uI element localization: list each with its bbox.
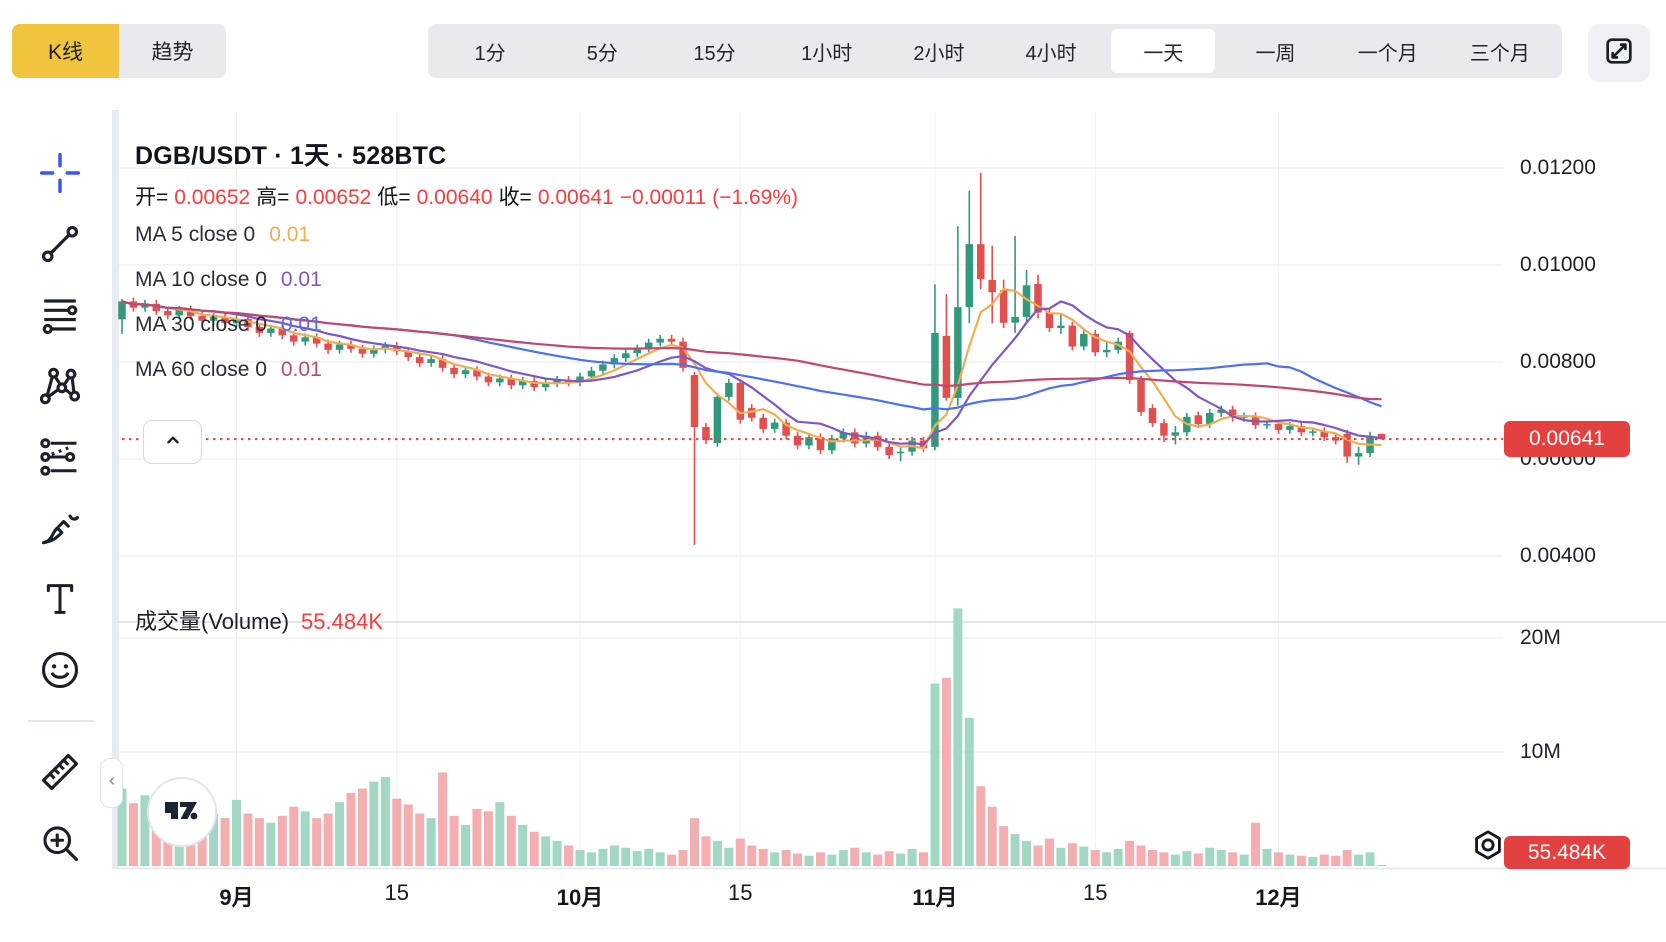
chart-type-switcher: K线 趋势 bbox=[12, 24, 226, 78]
ma-value: 0.01 bbox=[280, 268, 322, 291]
ohlc-label: 收= bbox=[498, 186, 532, 209]
volume-axis-tick: 20M bbox=[1520, 626, 1561, 649]
ma-legend-row-60: MA 60 close 0 0.01 bbox=[135, 358, 322, 382]
time-axis-tick: 12月 bbox=[1255, 885, 1302, 910]
time-axis-tick: 15 bbox=[728, 880, 753, 905]
symbol-title: DGB/USDT · 1天 · 528BTC bbox=[135, 142, 447, 170]
trend-line-tool-button[interactable] bbox=[28, 216, 92, 272]
drawing-toolbar bbox=[28, 145, 94, 886]
price-axis-tick: 0.01200 bbox=[1520, 156, 1596, 179]
ma-value: 0.01 bbox=[280, 313, 322, 336]
ma-label: MA 30 close 0 bbox=[135, 313, 267, 336]
ohlc-label: 低= bbox=[377, 186, 411, 209]
measure-tool-button[interactable] bbox=[28, 744, 92, 800]
tradingview-watermark[interactable] bbox=[147, 777, 217, 847]
ma-legend-row-30: MA 30 close 0 0.01 bbox=[135, 313, 322, 337]
ohlc-value: 0.00652 bbox=[295, 186, 372, 209]
ohlc-value: −0.00011 (−1.69%) bbox=[619, 186, 798, 209]
chevron-up-icon bbox=[162, 429, 184, 456]
volume-value: 55.484K bbox=[301, 609, 384, 634]
time-axis-tick: 9月 bbox=[219, 885, 254, 910]
ma-value: 0.01 bbox=[280, 358, 322, 381]
ohlc-label: 高= bbox=[256, 186, 290, 209]
text-tool-button[interactable] bbox=[28, 571, 92, 627]
volume-axis-tick: 10M bbox=[1520, 740, 1561, 763]
fullscreen-button[interactable] bbox=[1588, 24, 1650, 82]
ohlc-values-row: 开= 0.00652 高= 0.00652 低= 0.00640 收= 0.00641 −0.0… bbox=[135, 181, 804, 211]
emoji-tool-button[interactable] bbox=[28, 642, 92, 698]
collapse-indicators-button[interactable] bbox=[143, 420, 202, 464]
timeframe-button-1[interactable]: 5分 bbox=[586, 42, 618, 65]
timeframe-selector: 1分 5分 15分 1小时 2小时 4小时 一天 一周 一个月 三个月 bbox=[428, 24, 1562, 78]
crosshair-tool-button[interactable] bbox=[28, 145, 92, 201]
measure-tool-icon bbox=[38, 750, 82, 794]
timeframe-button-8[interactable]: 一个月 bbox=[1357, 42, 1418, 65]
ma-legend-row-5: MA 5 close 0 0.01 bbox=[135, 223, 310, 247]
toolbar-divider bbox=[28, 720, 94, 722]
price-scale-settings-button[interactable] bbox=[1468, 828, 1508, 866]
crosshair-tool-icon bbox=[38, 151, 82, 195]
ohlc-label: 开= bbox=[135, 186, 169, 209]
timeframe-button-2[interactable]: 15分 bbox=[693, 42, 736, 65]
forecast-tool-button[interactable] bbox=[28, 429, 92, 485]
price-axis-tick: 0.01000 bbox=[1520, 253, 1596, 276]
ohlc-value: 0.00640 bbox=[416, 186, 493, 209]
fib-retracement-tool-button[interactable] bbox=[28, 287, 92, 343]
ohlc-value: 0.00652 bbox=[174, 186, 251, 209]
time-axis-tick: 15 bbox=[1083, 880, 1108, 905]
text-tool-icon bbox=[40, 579, 80, 619]
ohlc-value: 0.00641 bbox=[537, 186, 614, 209]
current-volume-badge: 55.484K bbox=[1504, 836, 1630, 869]
timeframe-button-9[interactable]: 三个月 bbox=[1469, 42, 1530, 65]
timeframe-button-6[interactable]: 一天 bbox=[1111, 29, 1216, 73]
expand-icon bbox=[1602, 34, 1636, 73]
ma-legend-row-10: MA 10 close 0 0.01 bbox=[135, 268, 322, 292]
volume-label: 成交量(Volume) bbox=[135, 609, 290, 634]
collapse-toolbar-handle[interactable] bbox=[100, 758, 123, 808]
trend-line-tool-icon bbox=[39, 223, 81, 265]
brush-tool-icon bbox=[38, 506, 82, 550]
toolbar-edge-strip bbox=[112, 110, 119, 868]
zoom-in-tool-icon bbox=[38, 821, 82, 865]
ma-value: 0.01 bbox=[269, 223, 311, 246]
timeframe-button-4[interactable]: 2小时 bbox=[913, 42, 965, 65]
timeframe-button-7[interactable]: 一周 bbox=[1255, 42, 1296, 65]
emoji-tool-icon bbox=[38, 648, 82, 692]
chart-type-tab-trend[interactable]: 趋势 bbox=[119, 24, 226, 78]
xabcd-pattern-tool-icon bbox=[38, 364, 82, 408]
fib-retracement-tool-icon bbox=[39, 294, 81, 336]
timeframe-button-3[interactable]: 1小时 bbox=[801, 42, 853, 65]
ma-label: MA 5 close 0 bbox=[135, 223, 256, 246]
chart-type-tab-kline[interactable]: K线 bbox=[12, 24, 119, 78]
ma-label: MA 10 close 0 bbox=[135, 268, 267, 291]
volume-legend: 成交量(Volume) 55.484K bbox=[135, 604, 383, 636]
time-axis-tick: 11月 bbox=[912, 885, 958, 910]
settings-icon bbox=[1470, 827, 1506, 868]
timeframe-button-5[interactable]: 4小时 bbox=[1025, 42, 1077, 65]
brush-tool-button[interactable] bbox=[28, 500, 92, 556]
time-axis-tick: 15 bbox=[384, 880, 410, 905]
xabcd-pattern-tool-button[interactable] bbox=[28, 358, 92, 414]
timeframe-button-0[interactable]: 1分 bbox=[474, 42, 506, 65]
tradingview-logo-icon bbox=[163, 795, 201, 830]
forecast-tool-icon bbox=[38, 435, 82, 479]
chevron-left-icon bbox=[105, 774, 119, 793]
zoom-in-tool-button[interactable] bbox=[28, 815, 92, 871]
current-price-badge: 0.00641 bbox=[1504, 421, 1630, 458]
price-axis-tick: 0.00400 bbox=[1520, 544, 1596, 567]
time-axis-tick: 10月 bbox=[556, 885, 604, 910]
ma-label: MA 60 close 0 bbox=[135, 358, 267, 381]
price-axis-tick: 0.00800 bbox=[1520, 350, 1596, 373]
